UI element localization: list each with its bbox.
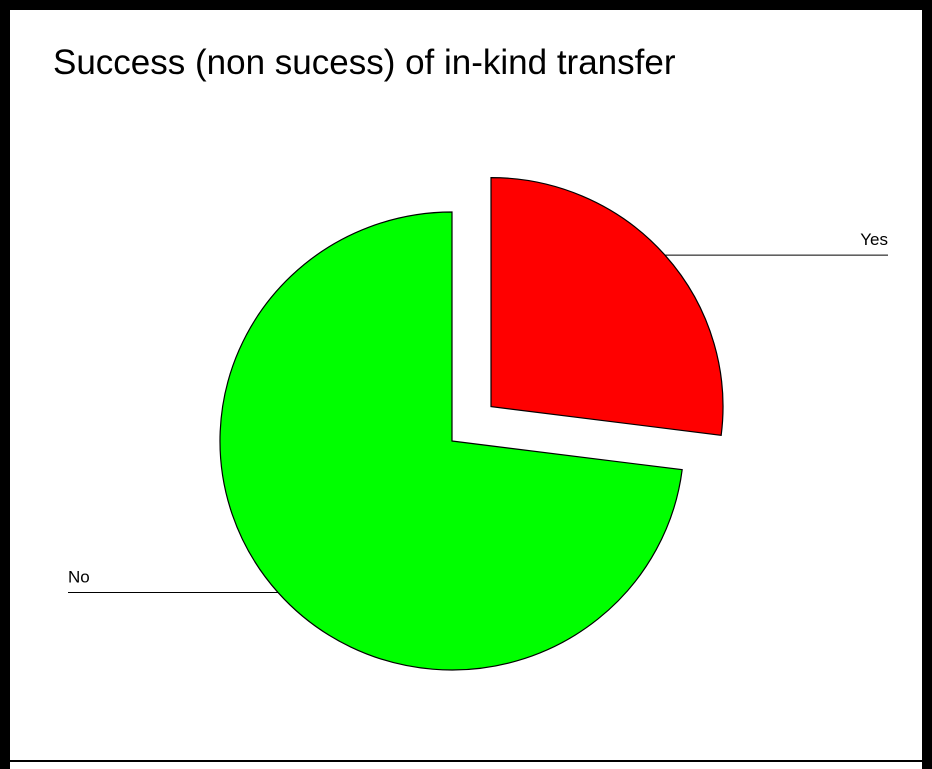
pie-slice-yes	[490, 177, 724, 436]
pie-slice-no	[219, 211, 683, 671]
slice-label-no: No	[68, 567, 90, 586]
chart-title: Success (non sucess) of in-kind transfer	[53, 43, 676, 82]
pie-slices	[219, 177, 724, 671]
slice-label-yes: Yes	[860, 230, 888, 249]
slice-labels: Yes No	[68, 230, 888, 593]
bottom-border	[0, 760, 932, 762]
